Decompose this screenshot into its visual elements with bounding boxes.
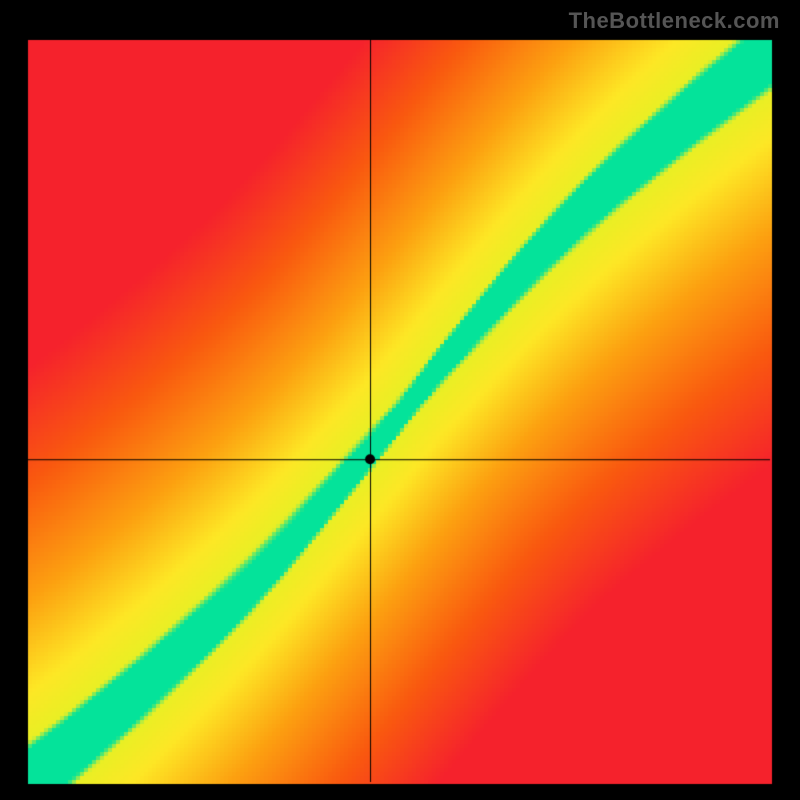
bottleneck-heatmap (0, 0, 800, 800)
watermark-text: TheBottleneck.com (569, 8, 780, 34)
